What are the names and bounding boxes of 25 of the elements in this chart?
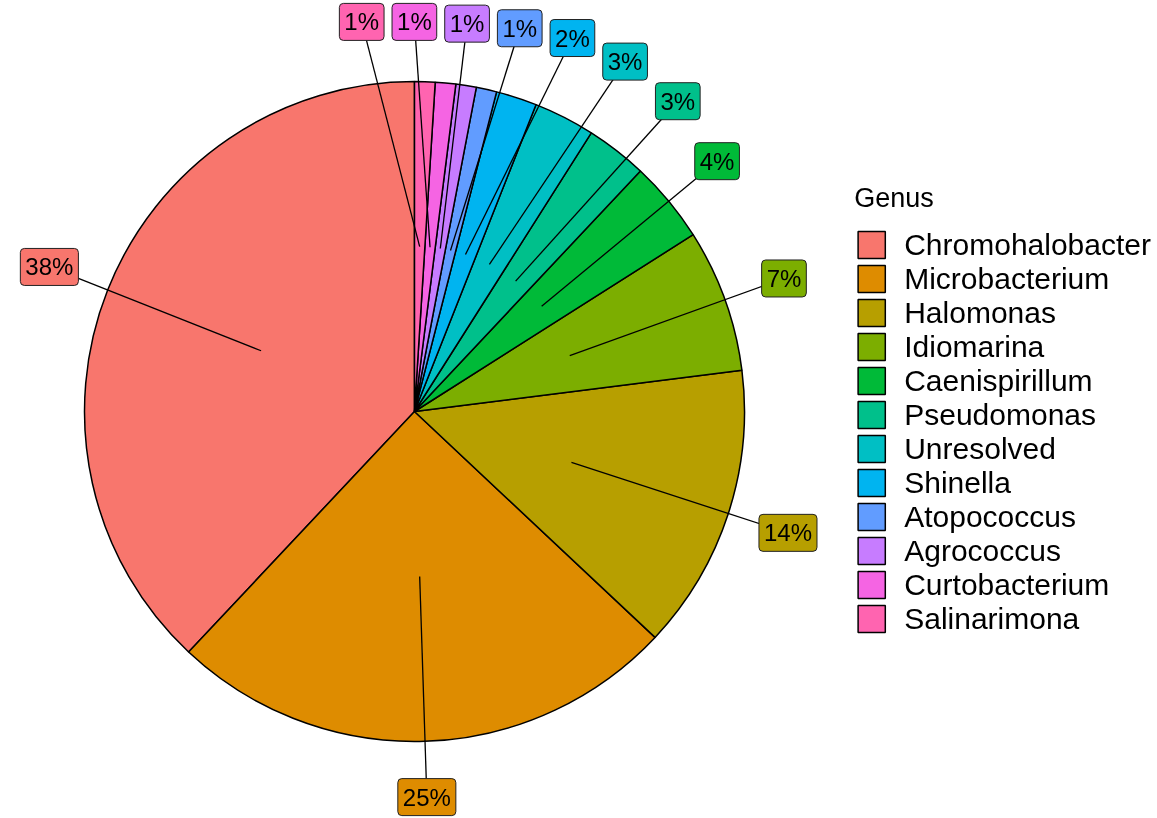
data-label: 3% [660,87,696,115]
legend-label: Chromohalobacter [904,227,1151,262]
data-label: 7% [766,264,802,292]
data-label: 1% [397,8,432,36]
legend-label: Shinella [904,465,1011,500]
legend-title: Genus [854,182,935,214]
data-label: 2% [555,24,590,52]
data-label: 4% [699,147,735,175]
legend-label: Halomonas [904,295,1056,330]
data-label: 3% [607,48,643,76]
data-label: 1% [502,14,538,42]
data-label: 25% [402,783,451,811]
legend-label: Unresolved [904,431,1056,466]
legend-label: Microbacterium [904,261,1110,296]
data-label: 1% [344,8,380,36]
legend-label: Curtobacterium [904,567,1110,602]
legend-label: Atopococcus [904,499,1076,534]
legend-label: Salinarimona [904,601,1080,636]
legend-label: Pseudomonas [904,397,1096,432]
legend-label: Idiomarina [904,329,1045,364]
legend-label: Agrococcus [904,533,1061,568]
data-label: 1% [449,10,485,38]
legend-label: Caenispirillum [904,363,1093,398]
data-label: 38% [25,253,74,281]
data-label: 14% [763,519,813,547]
